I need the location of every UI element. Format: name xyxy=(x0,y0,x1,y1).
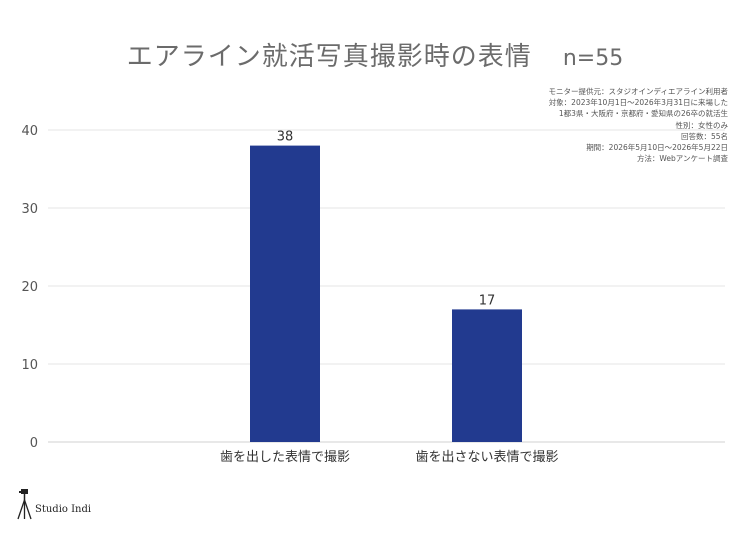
note-line: 性別：女性のみ xyxy=(675,120,729,130)
note-line: モニター提供元：スタジオインディエアライン利用者 xyxy=(548,87,728,96)
data-label: 38 xyxy=(277,130,294,145)
note-line: 1都3県・大阪府・京都府・愛知県の26卒の就活生 xyxy=(558,109,728,119)
chart-title: エアライン就活写真撮影時の表情 xyxy=(126,42,532,72)
brand-name: Studio Indi xyxy=(35,503,92,515)
note-line: 回答数：55名 xyxy=(680,131,728,141)
survey-notes: モニター提供元：スタジオインディエアライン利用者 対象：2023年10月1日〜2… xyxy=(549,86,728,164)
y-tick-label: 30 xyxy=(21,202,38,217)
x-category-label: 歯を出さない表情で撮影 xyxy=(415,449,558,465)
x-category-label: 歯を出した表情で撮影 xyxy=(220,449,350,465)
note-line: 方法：Webアンケート調査 xyxy=(636,154,728,164)
y-tick-label: 20 xyxy=(21,280,38,295)
y-tick-label: 10 xyxy=(21,358,38,373)
bar xyxy=(250,145,320,442)
sample-size-label: n=55 xyxy=(562,46,624,71)
data-label: 17 xyxy=(479,293,496,308)
y-tick-label: 40 xyxy=(21,124,38,139)
bar xyxy=(452,309,522,442)
camera-tripod-icon xyxy=(17,489,32,520)
note-line: 対象：2023年10月1日〜2026年3月31日に来場した xyxy=(548,98,728,108)
title-row: エアライン就活写真撮影時の表情 n=55 xyxy=(0,36,750,73)
note-line: 期間：2026年5月10日〜2026年5月22日 xyxy=(586,143,728,153)
brand-logo: Studio Indi xyxy=(16,488,91,520)
y-tick-label: 0 xyxy=(30,436,38,451)
